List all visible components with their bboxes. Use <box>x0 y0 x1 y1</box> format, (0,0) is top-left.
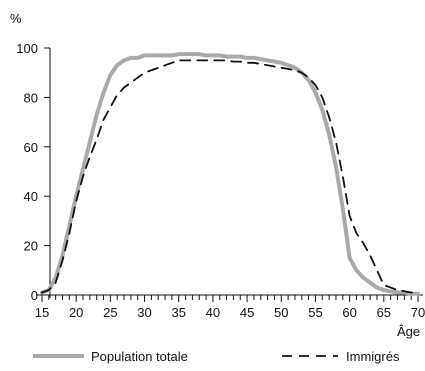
x-tick-label: 30 <box>137 305 151 320</box>
y-tick-label: 0 <box>31 288 38 303</box>
x-tick-label: 15 <box>35 305 49 320</box>
legend: Population totale Immigrés <box>33 349 400 364</box>
x-tick-label: 50 <box>274 305 288 320</box>
x-tick-label: 70 <box>411 305 425 320</box>
series-line-immigres <box>41 59 419 294</box>
x-tick-label: 55 <box>308 305 322 320</box>
y-tick-label: 80 <box>24 90 38 105</box>
y-tick-label: 60 <box>24 140 38 155</box>
y-axis-label: % <box>10 11 22 26</box>
x-tick-label: 25 <box>103 305 117 320</box>
x-tick-label: 45 <box>240 305 254 320</box>
x-axis-label: Âge <box>397 324 420 339</box>
y-axis-ticks: 0 20 40 60 80 100 <box>16 41 50 303</box>
x-tick-label: 60 <box>342 305 356 320</box>
series-line-population-totale <box>40 52 420 296</box>
y-tick-label: 100 <box>16 41 38 56</box>
legend-label-immigres: Immigrés <box>346 349 400 364</box>
legend-label-population-totale: Population totale <box>91 349 188 364</box>
x-tick-label: 40 <box>206 305 220 320</box>
x-tick-label: 65 <box>377 305 391 320</box>
x-tick-label: 35 <box>171 305 185 320</box>
y-tick-label: 40 <box>24 189 38 204</box>
series-layer <box>40 52 420 296</box>
y-tick-label: 20 <box>24 239 38 254</box>
x-axis-ticks: 15 20 25 30 35 40 45 50 55 60 65 70 <box>35 295 425 320</box>
x-tick-label: 20 <box>69 305 83 320</box>
